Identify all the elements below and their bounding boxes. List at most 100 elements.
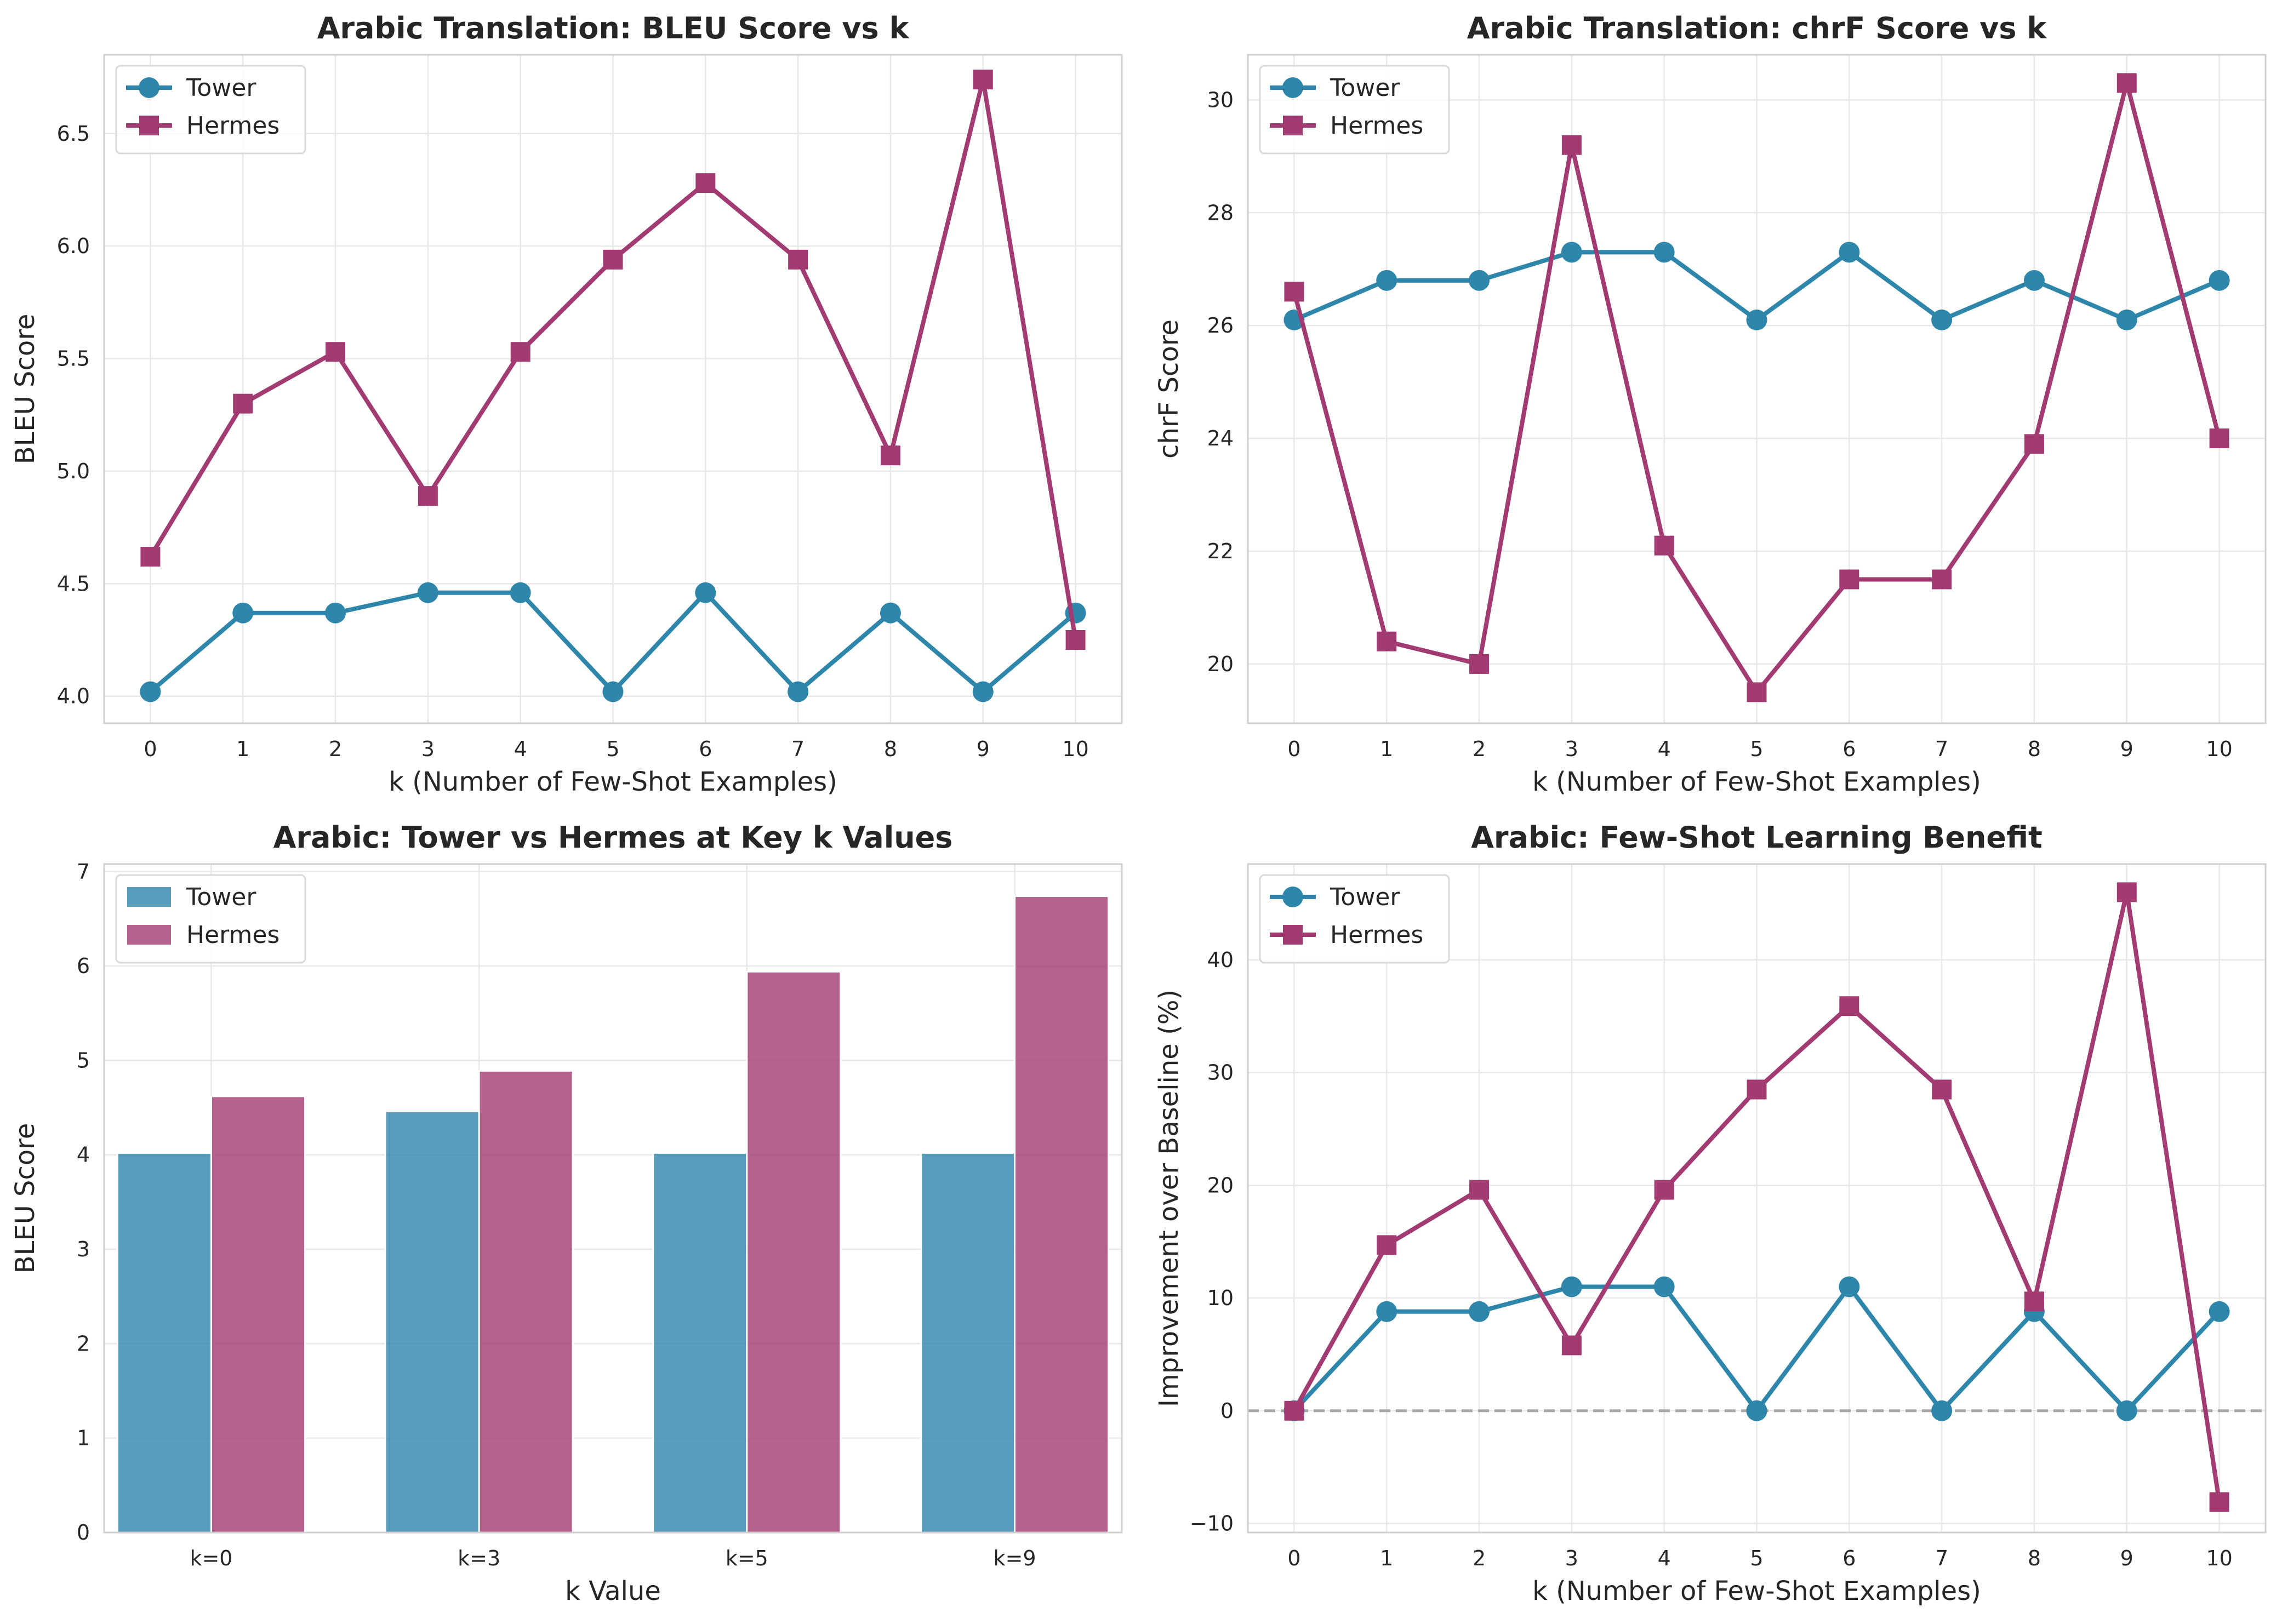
x-tick-label: 3 — [1565, 1546, 1578, 1570]
point-hermes — [695, 173, 716, 193]
y-tick-label: 26 — [1207, 313, 1234, 338]
point-hermes — [603, 249, 623, 270]
axes-frame — [103, 54, 1123, 724]
point-hermes — [1284, 282, 1304, 302]
point-tower — [2209, 270, 2230, 291]
bar-tower — [920, 1152, 1016, 1534]
point-hermes — [233, 393, 253, 414]
x-tick-label: 8 — [2028, 1546, 2041, 1570]
chart-title: Arabic: Few-Shot Learning Benefit — [1471, 820, 2043, 855]
chart-title: Arabic Translation: BLEU Score vs k — [317, 11, 910, 45]
chart-panel-2: 20 22 24 26 28 30 0 1 2 3 4 5 6 7 8 9 10 Tower Hermes Arabi… — [1154, 11, 2267, 797]
point-tower — [695, 582, 716, 603]
legend-label-tower: Tower — [186, 883, 256, 911]
point-hermes — [1561, 135, 1582, 155]
y-tick-label: 5.0 — [57, 459, 90, 483]
y-tick-label: 1 — [77, 1426, 90, 1450]
y-tick-label: 3 — [77, 1237, 90, 1261]
legend: Tower Hermes — [1259, 874, 1450, 964]
y-tick-label: 6.0 — [57, 234, 90, 258]
x-tick-label: 7 — [791, 737, 805, 761]
y-tick-label: 24 — [1207, 426, 1234, 450]
point-hermes — [418, 486, 438, 506]
point-hermes — [2024, 1291, 2044, 1312]
x-tick-label: 6 — [699, 737, 712, 761]
legend: Tower Hermes — [115, 65, 306, 155]
y-tick-label: 4.0 — [57, 684, 90, 708]
y-tick-label: 2 — [77, 1331, 90, 1356]
legend-label-hermes: Hermes — [186, 921, 279, 949]
x-tick-label: k=0 — [190, 1546, 232, 1570]
y-axis-label: Improvement over Baseline (%) — [1154, 990, 1184, 1407]
y-tick-label: 7 — [77, 860, 90, 884]
x-tick-label: 5 — [606, 737, 619, 761]
x-tick-label: 5 — [1750, 737, 1763, 761]
x-tick-label: 6 — [1842, 1546, 1856, 1570]
point-tower — [417, 582, 438, 603]
legend-marker-hermes — [1283, 116, 1303, 135]
y-tick-label: 22 — [1207, 539, 1234, 563]
x-tick-label: 10 — [2206, 737, 2232, 761]
x-tick-label: 9 — [977, 737, 990, 761]
point-tower — [232, 602, 254, 624]
y-axis-label: BLEU Score — [10, 1123, 41, 1274]
y-tick-label: 0 — [1220, 1399, 1234, 1423]
point-tower — [1653, 242, 1675, 263]
legend: Tower Hermes — [115, 874, 306, 964]
bar-hermes — [210, 1095, 306, 1534]
legend-swatch-hermes — [127, 925, 171, 945]
y-tick-label: 28 — [1207, 201, 1234, 225]
chart-panel-4: −10 0 10 20 30 40 0 1 2 3 4 5 6 7 8 9 10 Tower Hermes Arabi… — [1154, 820, 2267, 1606]
point-hermes — [2209, 428, 2229, 449]
legend-label-tower: Tower — [1330, 74, 1400, 102]
point-tower — [325, 602, 346, 624]
x-tick-label: 7 — [1935, 737, 1948, 761]
x-axis-label: k (Number of Few-Shot Examples) — [1532, 767, 1981, 797]
x-tick-label: 7 — [1935, 1546, 1948, 1570]
y-tick-label: 5.5 — [57, 347, 90, 371]
point-tower — [1376, 270, 1397, 291]
bar-hermes — [478, 1070, 574, 1534]
x-axis-label: k (Number of Few-Shot Examples) — [389, 767, 837, 797]
point-hermes — [973, 70, 993, 90]
x-tick-label: 0 — [1287, 737, 1300, 761]
x-tick-label: 3 — [1565, 737, 1578, 761]
chart-panel-3: 0 1 2 3 4 5 6 7 k=0 k=3 k=5 k=9 Tower Hermes Arabic: T… — [10, 820, 1123, 1606]
point-hermes — [1747, 682, 1767, 702]
y-tick-label: 20 — [1207, 1173, 1234, 1197]
x-tick-label: 1 — [1380, 1546, 1393, 1570]
y-tick-label: 4.5 — [57, 571, 90, 596]
point-hermes — [1932, 1079, 1952, 1100]
point-hermes — [1469, 1180, 1490, 1200]
point-tower — [1839, 1276, 1860, 1297]
y-axis-label: chrF Score — [1154, 319, 1184, 459]
chart-title: Arabic Translation: chrF Score vs k — [1467, 11, 2047, 45]
axes-frame — [1247, 54, 2267, 724]
y-axis-label: BLEU Score — [10, 314, 41, 465]
legend-swatch-tower — [127, 887, 171, 907]
point-hermes — [1469, 654, 1490, 674]
point-tower — [1376, 1301, 1397, 1322]
y-tick-label: 4 — [77, 1143, 90, 1167]
legend-marker-hermes — [1283, 925, 1303, 945]
x-tick-label: 9 — [2120, 1546, 2133, 1570]
y-tick-label: 30 — [1207, 88, 1234, 112]
point-tower — [2023, 270, 2045, 291]
y-tick-label: 30 — [1207, 1061, 1234, 1085]
point-hermes — [1839, 996, 1859, 1016]
point-tower — [1931, 1400, 1953, 1421]
x-tick-label: 4 — [1658, 1546, 1671, 1570]
x-tick-label: 9 — [2120, 737, 2133, 761]
point-tower — [1839, 242, 1860, 263]
point-hermes — [1654, 1180, 1674, 1200]
point-hermes — [2116, 882, 2137, 902]
point-tower — [788, 681, 809, 702]
chart-title: Arabic: Tower vs Hermes at Key k Values — [273, 820, 953, 855]
y-tick-label: 10 — [1207, 1286, 1234, 1310]
point-tower — [140, 681, 161, 702]
bar-hermes — [746, 970, 842, 1534]
bar-tower — [652, 1152, 748, 1534]
x-tick-label: 0 — [1287, 1546, 1300, 1570]
point-tower — [1469, 270, 1490, 291]
point-hermes — [2209, 1492, 2229, 1512]
